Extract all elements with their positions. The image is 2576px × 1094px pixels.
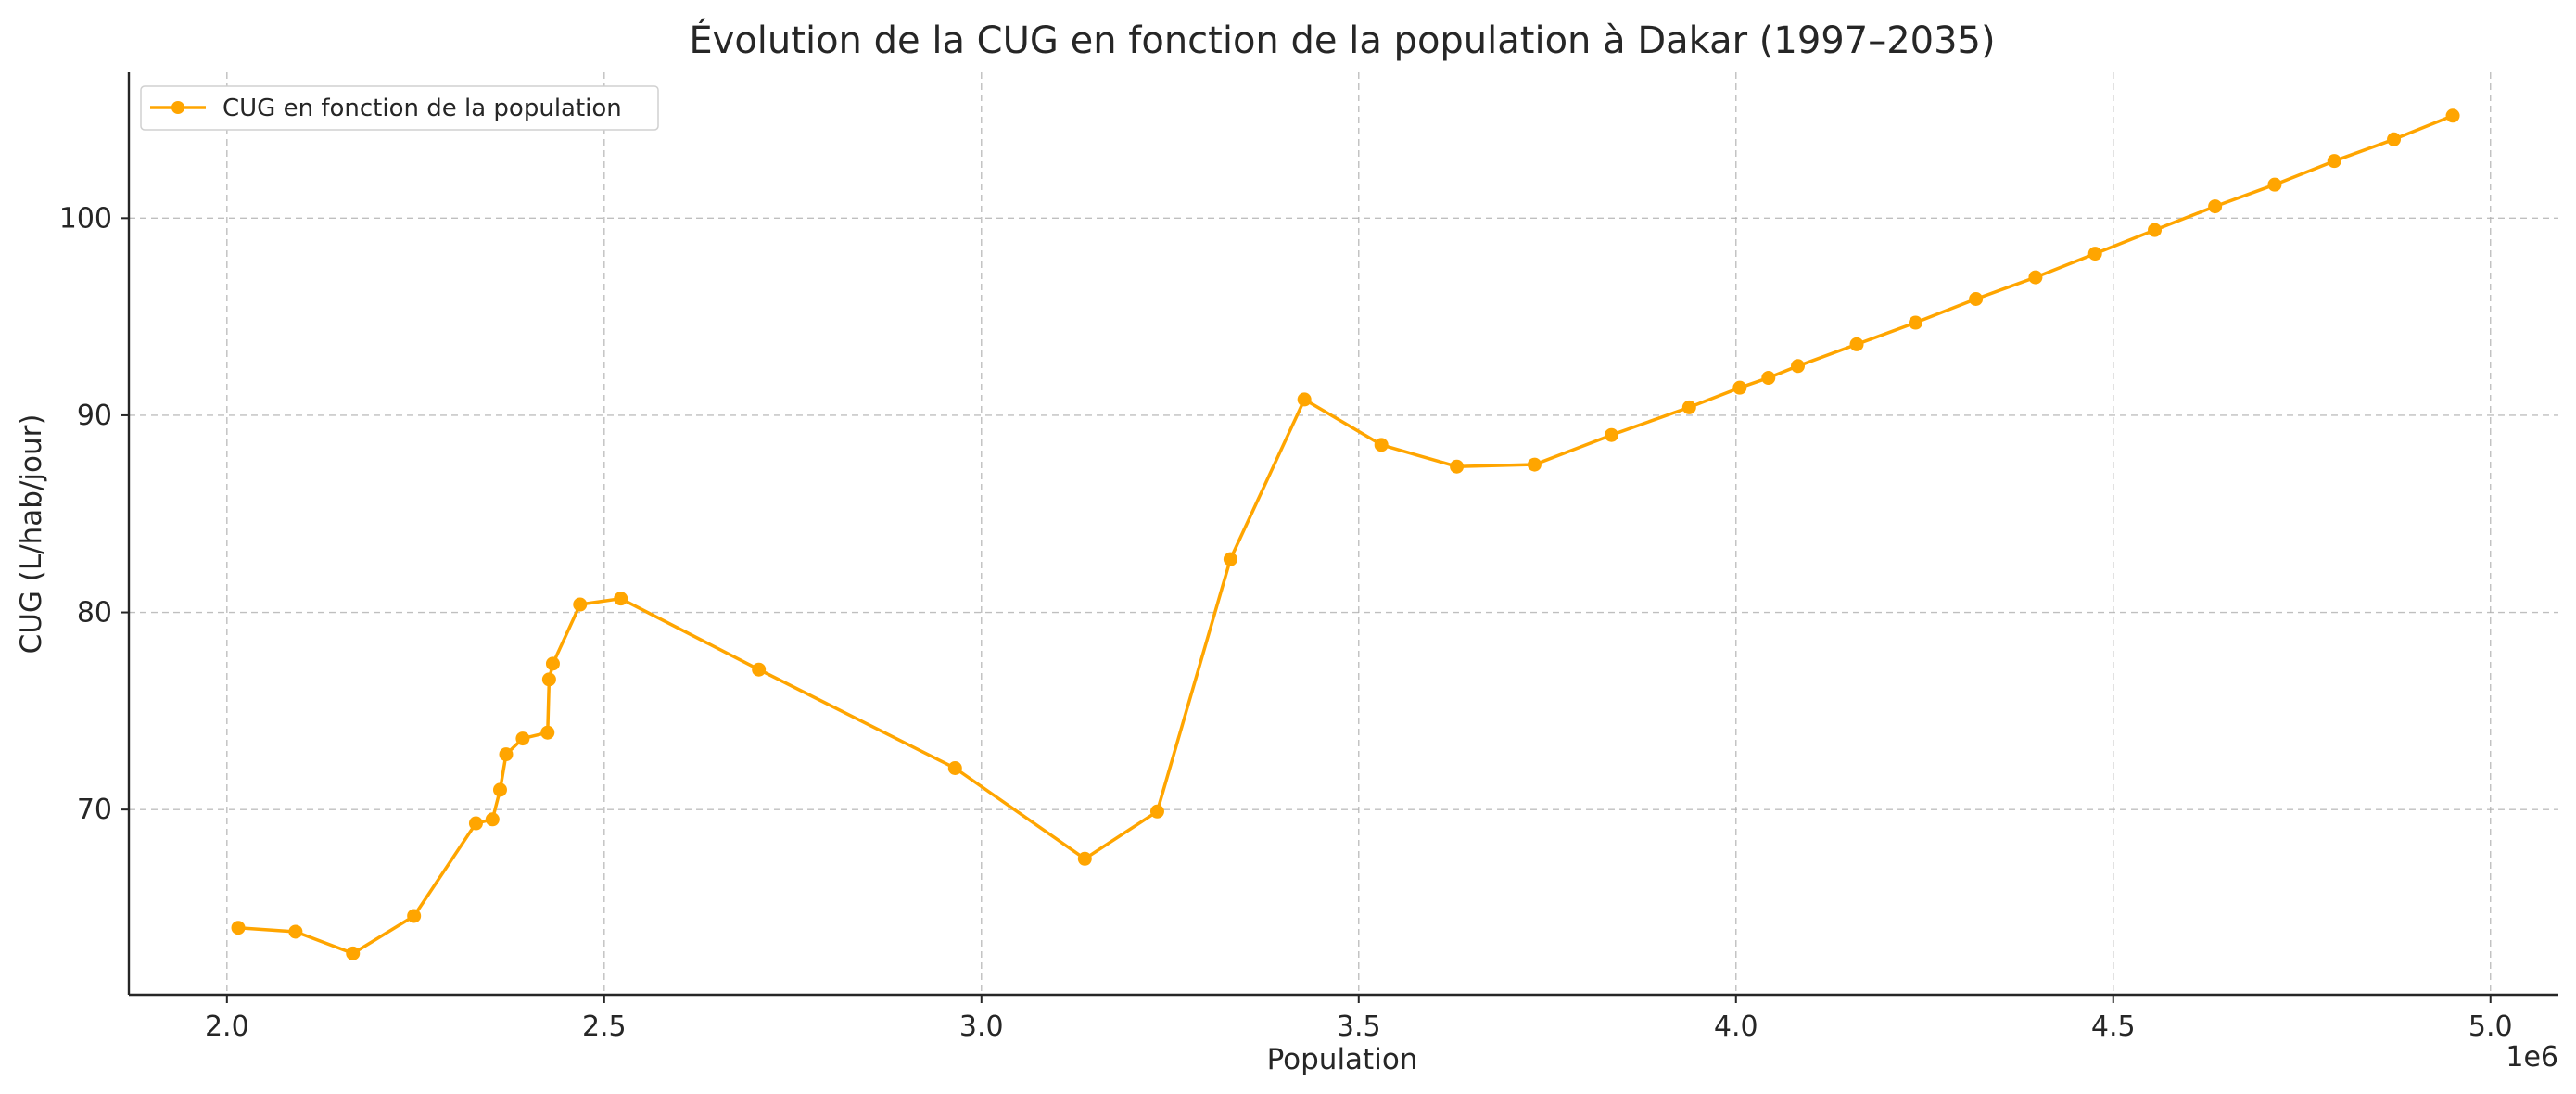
x-tick-label: 2.5: [582, 1011, 627, 1043]
data-point: [499, 747, 514, 762]
y-tick-label: 100: [59, 202, 112, 235]
x-tick-label: 2.0: [205, 1011, 249, 1043]
data-point: [2028, 270, 2043, 285]
data-point: [1761, 371, 1776, 386]
x-axis-label: Population: [1267, 1043, 1418, 1076]
grid: [129, 72, 2558, 995]
data-point: [1527, 457, 1542, 472]
data-point: [1681, 400, 1696, 414]
data-point: [1791, 359, 1806, 374]
data-point: [515, 731, 530, 746]
data-point: [288, 924, 303, 939]
data-point: [1149, 804, 1164, 819]
data-point: [485, 812, 500, 827]
data-point: [573, 597, 588, 612]
chart-title: Évolution de la CUG en fonction de la po…: [689, 18, 1995, 62]
data-point: [1223, 552, 1237, 566]
data-point: [492, 782, 507, 797]
data-point: [540, 725, 555, 740]
x-tick-label: 5.0: [2468, 1011, 2513, 1043]
data-point: [231, 921, 246, 935]
data-point: [541, 672, 556, 687]
legend: CUG en fonction de la population: [140, 85, 659, 131]
x-tick-label: 4.5: [2091, 1011, 2136, 1043]
data-point: [2445, 108, 2460, 123]
series-line: [237, 114, 2454, 956]
data-point: [1374, 438, 1389, 452]
data-point: [947, 761, 962, 776]
data-point: [2148, 223, 2163, 237]
data-point: [2208, 199, 2223, 214]
data-point: [346, 946, 361, 960]
legend-label: CUG en fonction de la population: [222, 95, 622, 122]
data-point: [1450, 459, 1465, 474]
data-point: [2267, 177, 2282, 192]
legend-box: [140, 85, 659, 131]
data-point: [1908, 315, 1922, 330]
x-tick-label: 3.5: [1337, 1011, 1381, 1043]
x-tick-label: 3.0: [959, 1011, 1004, 1043]
x-axis-offset-label: 1e6: [2506, 1041, 2558, 1074]
data-point: [1969, 291, 1984, 306]
y-tick-label: 70: [77, 794, 112, 826]
y-axis-label: CUG (L/hab/jour): [15, 414, 48, 655]
axis-ticks: 2.0 2.5 3.0 3.5 4.0 4.5 5.0 70 80 90 100: [59, 202, 2513, 1043]
data-point: [468, 816, 483, 831]
data-point: [407, 909, 422, 923]
data-point: [545, 656, 560, 671]
legend-marker-swatch: [171, 101, 184, 114]
data-point: [2387, 132, 2402, 146]
data-point: [614, 592, 628, 606]
data-point: [2327, 154, 2341, 169]
series-layer: [231, 108, 2460, 960]
data-point: [1732, 380, 1747, 395]
y-tick-label: 90: [77, 400, 112, 432]
data-point: [752, 662, 767, 677]
x-tick-label: 4.0: [1714, 1011, 1758, 1043]
data-point: [1297, 392, 1312, 407]
y-tick-label: 80: [77, 597, 112, 630]
data-point: [1077, 851, 1092, 866]
data-point: [2087, 247, 2102, 261]
data-point: [1849, 337, 1864, 351]
data-point: [1604, 427, 1618, 442]
